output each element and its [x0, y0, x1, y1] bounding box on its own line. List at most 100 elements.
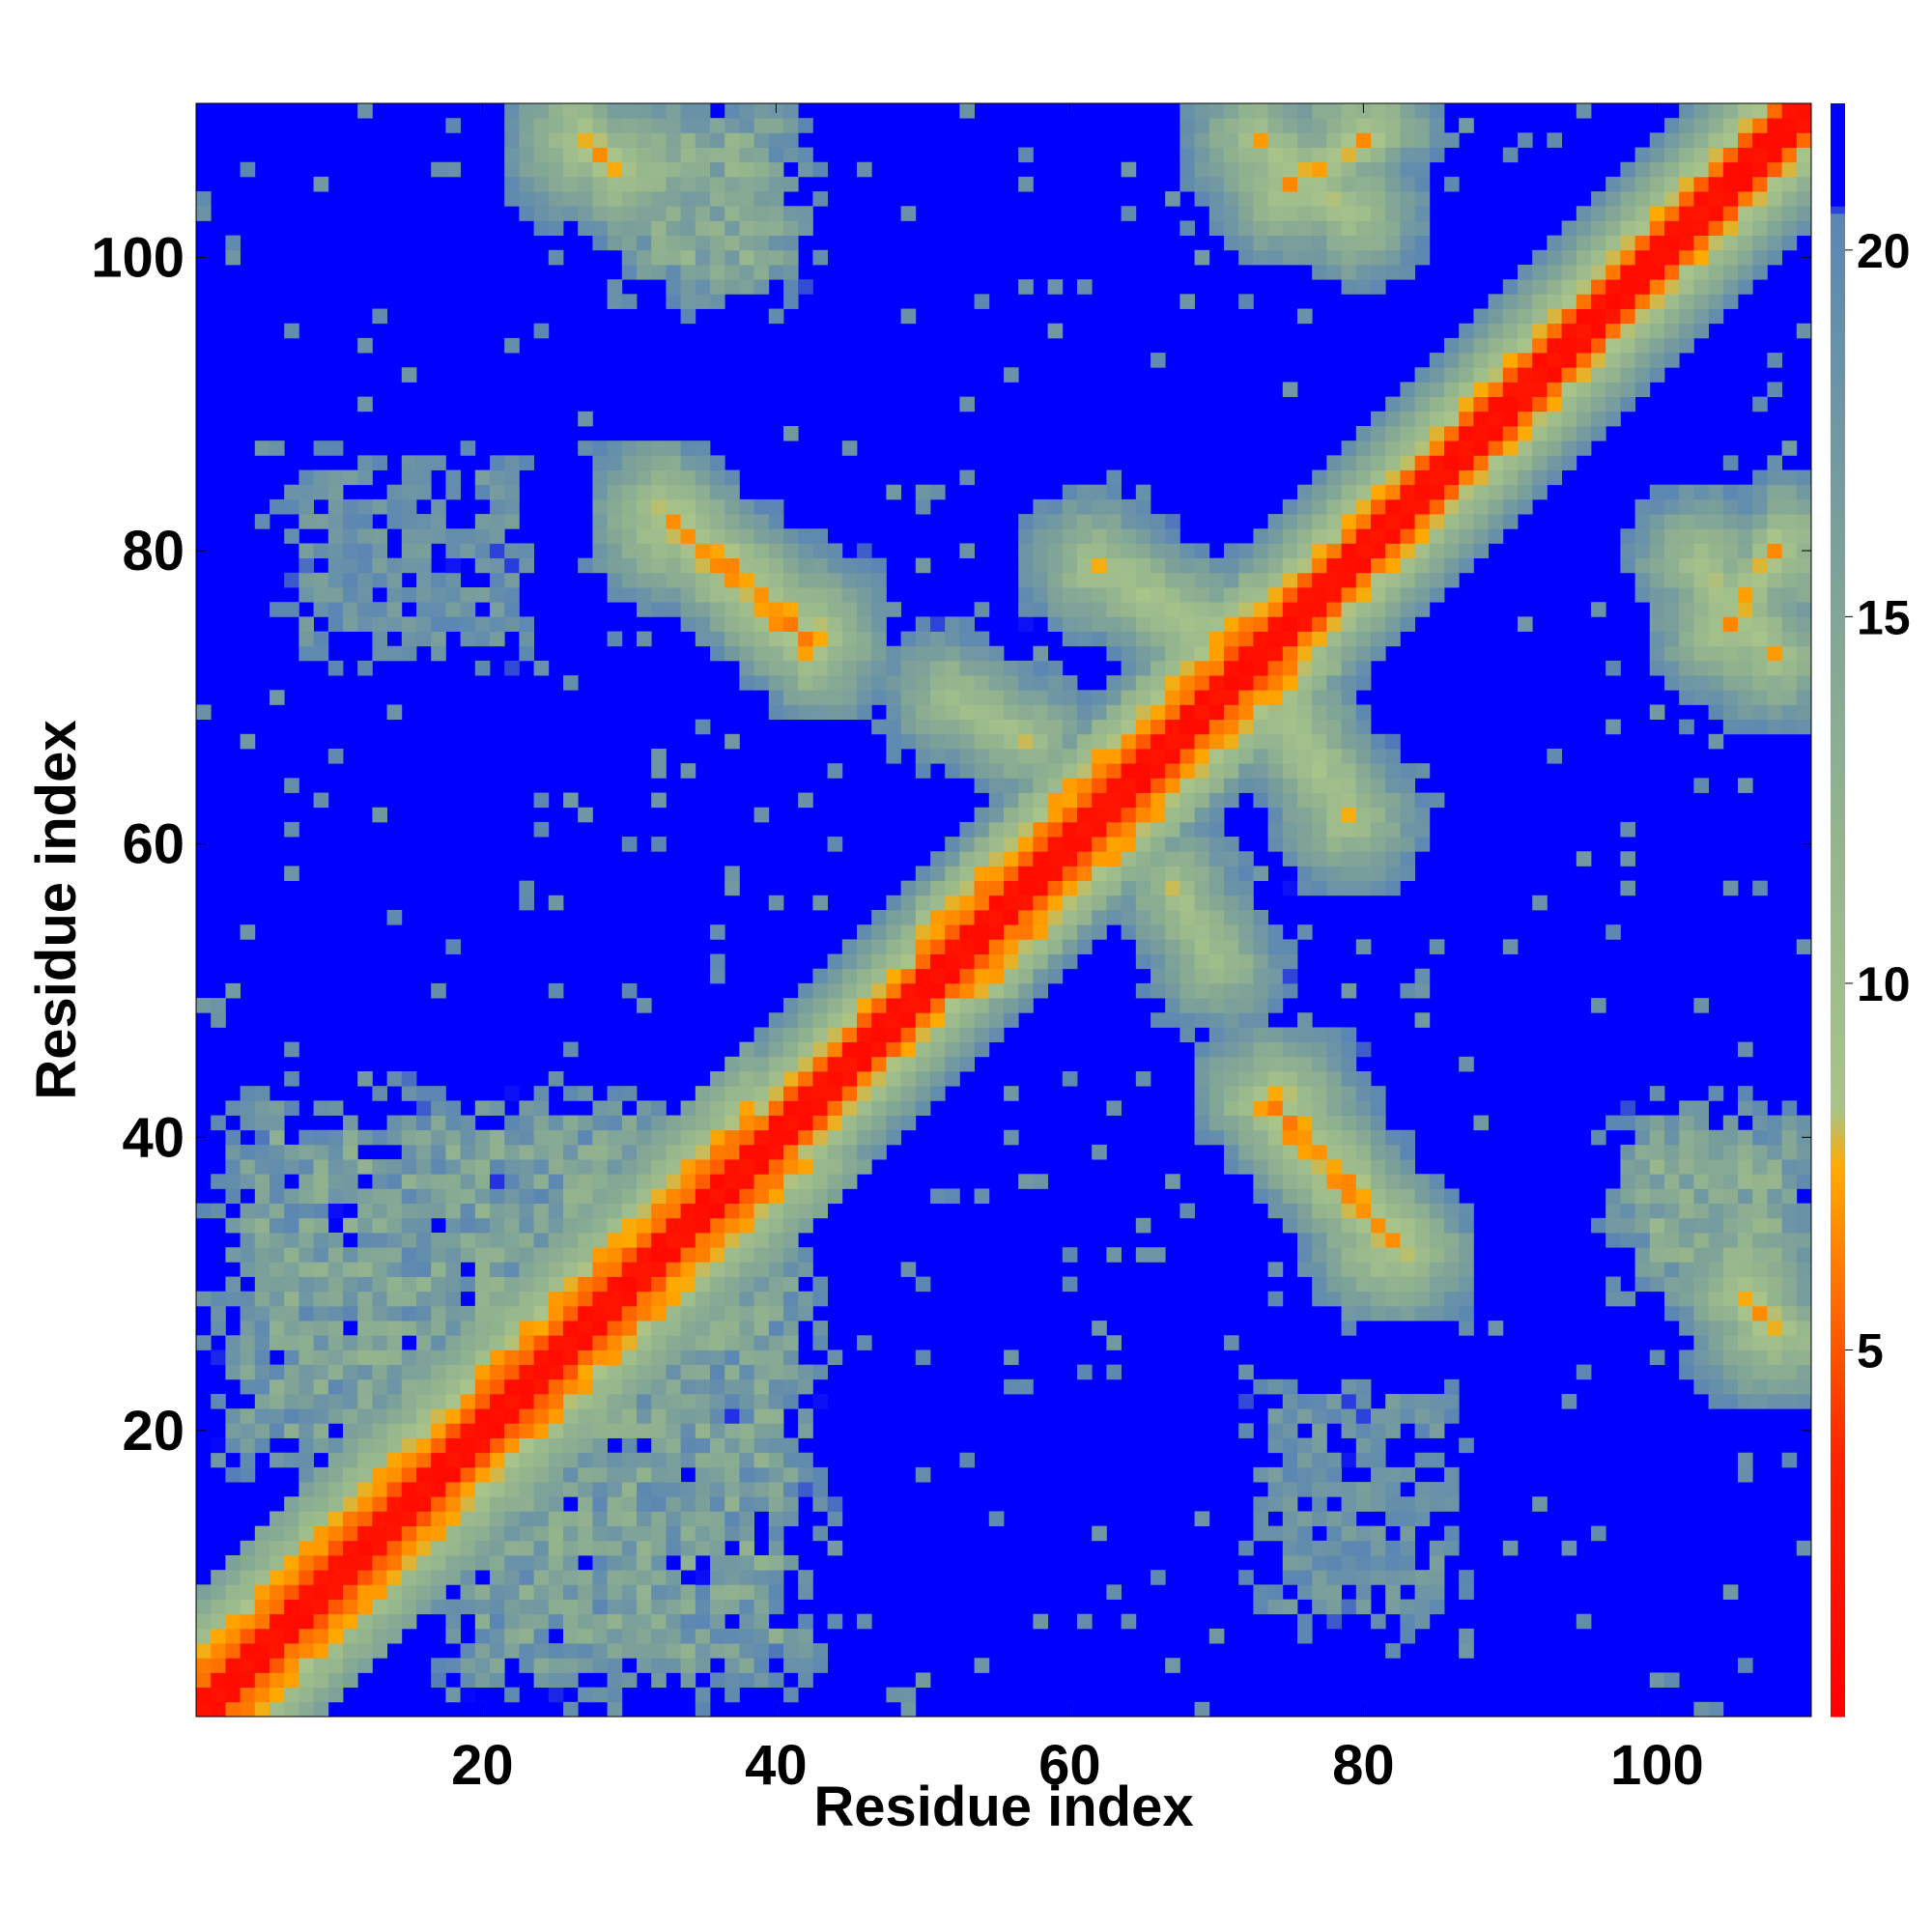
- heatmap-cell: [386, 616, 403, 632]
- heatmap-cell: [1282, 220, 1298, 237]
- heatmap-cell: [724, 631, 740, 647]
- heatmap-cell: [1738, 543, 1753, 559]
- heatmap-cell: [1267, 719, 1284, 735]
- heatmap-cell: [1092, 719, 1107, 735]
- heatmap-cell: [343, 1437, 358, 1454]
- heatmap-cell: [1267, 161, 1284, 178]
- heatmap-cell: [1179, 294, 1195, 309]
- heatmap-cell: [504, 1687, 520, 1703]
- heatmap-cell: [739, 1174, 754, 1189]
- heatmap-cell: [1267, 733, 1284, 750]
- heatmap-cell: [945, 763, 960, 779]
- heatmap-cell: [1738, 528, 1753, 544]
- heatmap-cell: [1077, 704, 1093, 721]
- heatmap-cell: [474, 1511, 491, 1527]
- heatmap-cell: [1267, 118, 1284, 133]
- heatmap-cell: [753, 1364, 770, 1380]
- heatmap-cell: [710, 1584, 725, 1600]
- heatmap-cell: [1355, 587, 1372, 603]
- heatmap-cell: [563, 1482, 579, 1497]
- heatmap-cell: [1062, 895, 1078, 911]
- heatmap-cell: [1561, 235, 1577, 251]
- heatmap-cell: [225, 249, 241, 266]
- heatmap-cell: [783, 1628, 799, 1644]
- heatmap-cell: [710, 279, 725, 295]
- heatmap-cell: [857, 939, 872, 954]
- heatmap-cell: [416, 1378, 432, 1395]
- heatmap-cell: [607, 1188, 623, 1205]
- heatmap-cell: [1282, 616, 1298, 632]
- heatmap-cell: [1121, 807, 1137, 823]
- heatmap-cell: [1341, 161, 1357, 178]
- heatmap-cell: [827, 602, 843, 617]
- heatmap-cell: [753, 1188, 770, 1205]
- heatmap-cell: [490, 1408, 505, 1424]
- heatmap-cell: [533, 1570, 550, 1585]
- heatmap-cell: [1385, 206, 1401, 221]
- heatmap-cell: [1135, 587, 1151, 603]
- heatmap-cell: [1355, 440, 1372, 456]
- heatmap-cell: [1547, 469, 1562, 486]
- heatmap-cell: [1693, 249, 1709, 266]
- heatmap-cell: [225, 1643, 241, 1659]
- heatmap-cell: [841, 1012, 858, 1028]
- heatmap-cell: [504, 514, 520, 529]
- heatmap-cell: [621, 1233, 638, 1248]
- heatmap-cell: [812, 998, 828, 1013]
- heatmap-cell: [386, 1378, 403, 1395]
- heatmap-cell: [254, 1203, 270, 1219]
- heatmap-cell: [768, 1584, 784, 1600]
- heatmap-cell: [270, 1247, 285, 1263]
- heatmap-cell: [1400, 572, 1415, 588]
- heatmap-cell: [739, 1233, 754, 1248]
- heatmap-cell: [1135, 880, 1151, 896]
- heatmap-cell: [695, 1437, 711, 1454]
- heatmap-cell: [372, 455, 387, 470]
- heatmap-cell: [1341, 1423, 1357, 1438]
- heatmap-cell: [1429, 1584, 1445, 1600]
- heatmap-cell: [1752, 265, 1768, 280]
- heatmap-cell: [372, 1394, 387, 1409]
- heatmap-cell: [298, 1570, 314, 1585]
- heatmap-cell: [1047, 778, 1064, 793]
- heatmap-cell: [372, 1570, 387, 1585]
- heatmap-cell: [1649, 353, 1665, 368]
- heatmap-cell: [637, 1291, 652, 1307]
- heatmap-cell: [1165, 719, 1180, 735]
- heatmap-cell: [1722, 1305, 1739, 1321]
- heatmap-cell: [1267, 1466, 1284, 1483]
- heatmap-cell: [768, 1496, 784, 1512]
- heatmap-cell: [211, 1174, 226, 1189]
- heatmap-cell: [666, 1305, 681, 1321]
- heatmap-cell: [637, 1305, 652, 1321]
- heatmap-cell: [724, 206, 740, 221]
- heatmap-cell: [225, 1628, 241, 1644]
- heatmap-cell: [386, 514, 403, 529]
- heatmap-cell: [1106, 572, 1122, 588]
- heatmap-cell: [1282, 631, 1298, 647]
- heatmap-cell: [1752, 704, 1768, 721]
- heatmap-cell: [519, 895, 534, 911]
- heatmap-cell: [666, 1262, 681, 1277]
- heatmap-cell: [621, 294, 638, 309]
- heatmap-cell: [768, 587, 784, 603]
- heatmap-cell: [1738, 1144, 1753, 1160]
- heatmap-cell: [710, 1350, 725, 1366]
- heatmap-cell: [1752, 147, 1768, 163]
- heatmap-cell: [1708, 294, 1724, 309]
- heatmap-cell: [915, 998, 931, 1013]
- heatmap-cell: [798, 602, 813, 617]
- heatmap-cell: [1135, 778, 1151, 793]
- heatmap-cell: [1179, 645, 1195, 662]
- heatmap-cell: [1208, 982, 1225, 999]
- heatmap-cell: [196, 206, 212, 221]
- heatmap-cell: [474, 1247, 491, 1263]
- heatmap-cell: [548, 1570, 564, 1585]
- heatmap-cell: [357, 1233, 373, 1248]
- heatmap-cell: [695, 1525, 711, 1542]
- heatmap-cell: [592, 1247, 608, 1263]
- heatmap-cell: [1429, 572, 1445, 588]
- heatmap-cell: [1326, 161, 1342, 178]
- heatmap-cell: [1282, 1540, 1298, 1556]
- heatmap-cell: [1722, 147, 1739, 163]
